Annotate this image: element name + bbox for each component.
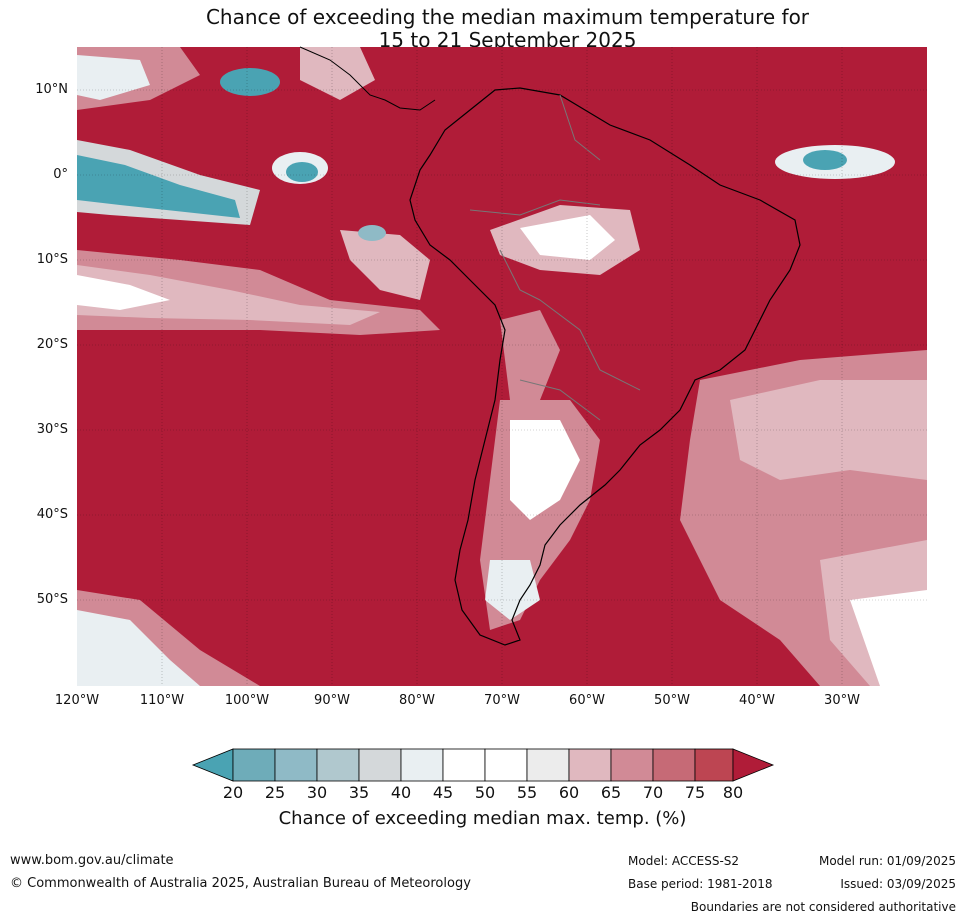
colorbar-tick-80: 80 (722, 783, 744, 802)
colorbar-tick-75: 75 (684, 783, 706, 802)
footer-copyright: © Commonwealth of Australia 2025, Austra… (10, 876, 471, 891)
lat-label-0: 0° (53, 167, 68, 182)
region-pacific-north-2 (300, 47, 375, 100)
colorbar-bin-65-70 (610, 748, 654, 782)
region-southeast-pacific-inner (77, 265, 380, 325)
country-borders (469, 94, 641, 421)
colorbar-bin-45-50 (442, 748, 486, 782)
colorbar-bin-30-35 (316, 748, 360, 782)
footer-disclaimer: Boundaries are not considered authoritat… (690, 900, 956, 914)
lon-label-100w: 100°W (224, 693, 270, 708)
colorbar-tick-40: 40 (390, 783, 412, 802)
footer-base-period: Base period: 1981-2018 (628, 877, 773, 891)
region-patagonia-pale (485, 560, 540, 620)
region-southeast-pacific-pale (77, 275, 170, 310)
region-cool-spot-3 (286, 162, 318, 182)
colorbar-tick-70: 70 (642, 783, 664, 802)
lon-label-110w: 110°W (139, 693, 185, 708)
colorbar-bin-25-30 (274, 748, 318, 782)
map-title-line1: Chance of exceeding the median maximum t… (205, 5, 810, 29)
footer-model-run: Model run: 01/09/2025 (818, 854, 956, 868)
lon-label-60w: 60°W (569, 693, 605, 708)
lon-label-90w: 90°W (314, 693, 350, 708)
lon-label-40w: 40°W (739, 693, 775, 708)
region-south-atlantic-inner (730, 380, 927, 480)
region-argentina-inner (510, 420, 580, 520)
central-america-coastline (299, 46, 436, 111)
lat-label-10n: 10°N (35, 82, 68, 97)
lat-label-30s: 30°S (36, 422, 68, 437)
lon-label-80w: 80°W (399, 693, 435, 708)
colorbar-tick-20: 20 (222, 783, 244, 802)
lon-label-30w: 30°W (824, 693, 860, 708)
colorbar-over-arrow (732, 748, 775, 782)
region-east-atlantic-cool-core (803, 150, 847, 170)
lon-label-50w: 50°W (654, 693, 690, 708)
lat-label-40s: 40°S (36, 507, 68, 522)
colorbar-bin-70-75 (652, 748, 696, 782)
footer-issued: Issued: 03/09/2025 (840, 877, 956, 891)
colorbar-bin-35-40 (358, 748, 402, 782)
colorbar-bin-20-25 (232, 748, 276, 782)
colorbar-tick-35: 35 (348, 783, 370, 802)
colorbar-bin-55-60 (526, 748, 570, 782)
probability-map (77, 46, 927, 686)
colorbar-bin-60-65 (568, 748, 612, 782)
colorbar-label: Chance of exceeding median max. temp. (%… (278, 808, 687, 829)
region-equatorial-cool (77, 155, 240, 218)
region-south-pacific-margin-inner (77, 610, 200, 686)
colorbar-tick-65: 65 (600, 783, 622, 802)
colorbar-tick-60: 60 (558, 783, 580, 802)
lat-label-10s: 10°S (36, 252, 68, 267)
region-cool-spot-1 (220, 68, 280, 96)
colorbar-bin-75-80 (694, 748, 734, 782)
south-america-coastline (409, 87, 801, 646)
region-pacific-north-inner (77, 55, 150, 100)
lat-label-20s: 20°S (36, 337, 68, 352)
region-south-atlantic-pale (850, 590, 927, 686)
colorbar-bin-40-45 (400, 748, 444, 782)
region-brazil-north-inner (520, 215, 615, 260)
region-cool-spot-4 (358, 225, 386, 241)
colorbar-tick-45: 45 (432, 783, 454, 802)
colorbar-tick-25: 25 (264, 783, 286, 802)
map-graticule (77, 47, 927, 686)
footer-website: www.bom.gov.au/climate (10, 853, 174, 868)
lon-label-70w: 70°W (484, 693, 520, 708)
colorbar-tick-30: 30 (306, 783, 328, 802)
region-near-coast (340, 230, 430, 300)
map-title-line2: 15 to 21 September 2025 (378, 28, 637, 52)
colorbar-tick-50: 50 (474, 783, 496, 802)
colorbar-bin-50-55 (484, 748, 528, 782)
colorbar-tick-55: 55 (516, 783, 538, 802)
region-andes-central (500, 310, 560, 400)
lon-label-120w: 120°W (54, 693, 100, 708)
colorbar-under-arrow (191, 748, 234, 782)
footer-model: Model: ACCESS-S2 (628, 854, 740, 868)
lat-label-50s: 50°S (36, 592, 68, 607)
